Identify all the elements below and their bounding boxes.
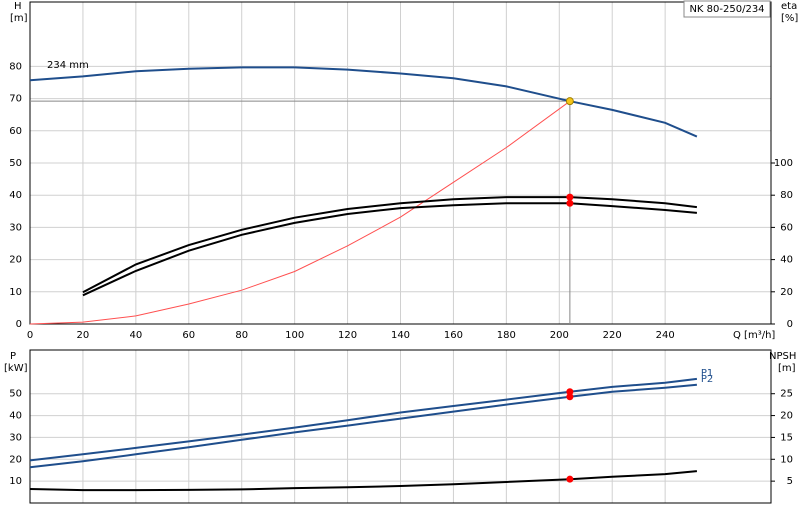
y-tick-label: 30 — [9, 222, 22, 233]
duty-point — [566, 388, 574, 396]
curve — [29, 470, 697, 492]
y-tick-label: 60 — [9, 126, 22, 137]
x-tick-label: 140 — [391, 330, 410, 341]
y-tick-label: 10 — [9, 476, 22, 487]
y2-tick-label: 5 — [787, 476, 793, 487]
plot-frame — [29, 1, 772, 325]
y-tick-label: 40 — [9, 190, 22, 201]
y-axis-label: P — [10, 351, 16, 362]
y2-tick-label: 0 — [787, 319, 793, 330]
duty-point — [566, 193, 574, 201]
y-tick-label: 80 — [9, 61, 22, 72]
legend-box — [683, 0, 771, 18]
x-tick-label: 180 — [497, 330, 516, 341]
y-tick-label: 70 — [9, 94, 22, 105]
x-tick-label: 20 — [77, 330, 90, 341]
duty-point — [566, 393, 574, 401]
y2-tick-label: 20 — [780, 287, 793, 298]
curve-annotation: 234 mm — [47, 60, 89, 71]
y-tick-label: 20 — [9, 255, 22, 266]
y-tick-label: 10 — [9, 287, 22, 298]
y-tick-label: 40 — [9, 411, 22, 422]
chart-title: NK 80-250/234 — [689, 4, 764, 15]
y2-tick-label: 80 — [780, 190, 793, 201]
x-tick-label: 100 — [285, 330, 304, 341]
duty-point — [566, 475, 574, 483]
y2-axis-label: eta — [781, 1, 797, 12]
y2-axis-label: NPSH — [769, 351, 796, 362]
curve — [29, 66, 698, 138]
y-axis-label: [m] — [10, 13, 28, 24]
y-axis-label: [kW] — [4, 363, 28, 374]
y-tick-label: 30 — [9, 432, 22, 443]
x-tick-label: 80 — [235, 330, 248, 341]
y-tick-label: 50 — [9, 389, 22, 400]
y2-tick-label: 40 — [780, 255, 793, 266]
y2-tick-label: 100 — [774, 158, 793, 169]
y2-tick-label: 20 — [780, 411, 793, 422]
x-tick-label: 240 — [656, 330, 675, 341]
plot-frame — [29, 349, 772, 504]
curve — [29, 383, 697, 469]
y2-tick-label: 60 — [780, 222, 793, 233]
curve — [29, 100, 571, 325]
x-tick-label: 60 — [182, 330, 195, 341]
x-tick-label: 160 — [444, 330, 463, 341]
x-tick-label: 200 — [550, 330, 569, 341]
curve — [82, 202, 697, 297]
y2-tick-label: 10 — [780, 454, 793, 465]
x-tick-label: 120 — [338, 330, 357, 341]
duty-point — [566, 199, 574, 207]
y2-tick-label: 25 — [780, 389, 793, 400]
y-axis-label: H — [14, 1, 22, 12]
y2-axis-label: [%] — [781, 13, 798, 24]
series-label: P1 — [701, 368, 713, 379]
duty-point — [565, 97, 574, 106]
y2-tick-label: 15 — [780, 432, 793, 443]
x-tick-label: 0 — [27, 330, 33, 341]
curve — [29, 377, 698, 462]
series-label: P2 — [701, 374, 713, 385]
y-tick-label: 0 — [16, 319, 22, 330]
y2-axis-label: [m] — [778, 363, 796, 374]
x-tick-label: 220 — [603, 330, 622, 341]
x-axis-label: Q [m³/h] — [733, 330, 775, 341]
curve — [82, 196, 698, 294]
y-tick-label: 50 — [9, 158, 22, 169]
y-tick-label: 20 — [9, 454, 22, 465]
x-tick-label: 40 — [129, 330, 142, 341]
